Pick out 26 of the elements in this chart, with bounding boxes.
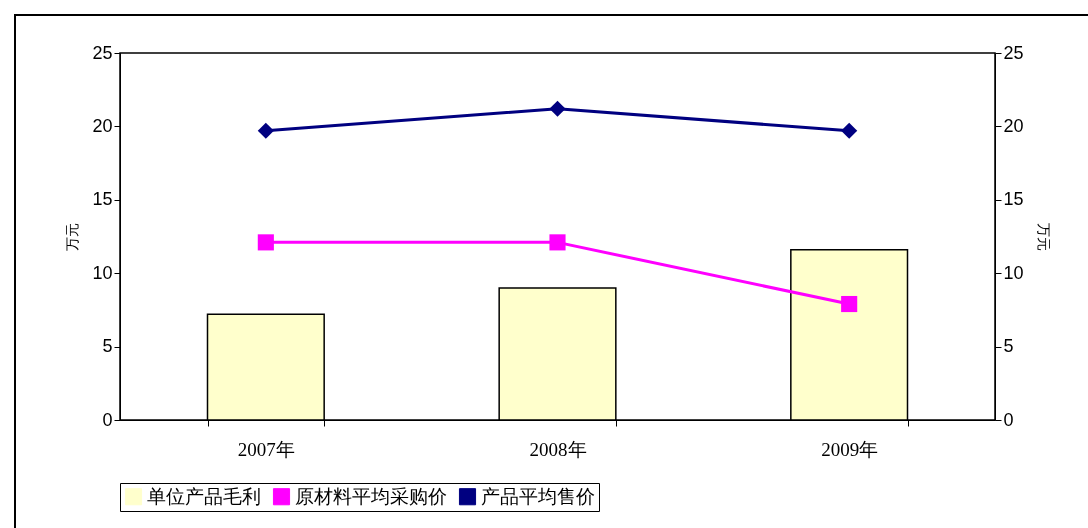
x-tick-label: 2008年	[529, 438, 587, 460]
point	[549, 234, 566, 251]
y-tick-label: 20	[92, 115, 113, 136]
legend-label: 产品平均售价	[481, 485, 595, 507]
point	[841, 122, 858, 139]
legend-label: 单位产品毛利	[147, 485, 261, 507]
y-tick-label: 0	[102, 409, 113, 430]
y-tick-label: 5	[102, 336, 113, 357]
point	[841, 295, 858, 313]
y2-tick-label: 10	[1003, 262, 1024, 283]
y-tick-label: 10	[92, 262, 113, 283]
point	[257, 234, 274, 251]
y2-tick-label: 5	[1003, 336, 1014, 357]
y-tick-label: 25	[92, 42, 113, 63]
y2-tick-label: 20	[1003, 115, 1024, 136]
x-tick-label: 2007年	[237, 438, 295, 460]
point	[549, 100, 566, 117]
y-axis-title: 万元	[65, 223, 81, 251]
y2-tick-label: 25	[1003, 42, 1024, 63]
x-tick-label: 2009年	[821, 438, 879, 460]
point	[257, 122, 274, 139]
y2-axis-title: 万元	[1035, 223, 1051, 251]
y2-tick-label: 15	[1003, 189, 1024, 210]
y-tick-label: 15	[92, 189, 113, 210]
legend-label: 原材料平均采购价	[295, 485, 447, 507]
y2-tick-label: 0	[1003, 409, 1014, 430]
